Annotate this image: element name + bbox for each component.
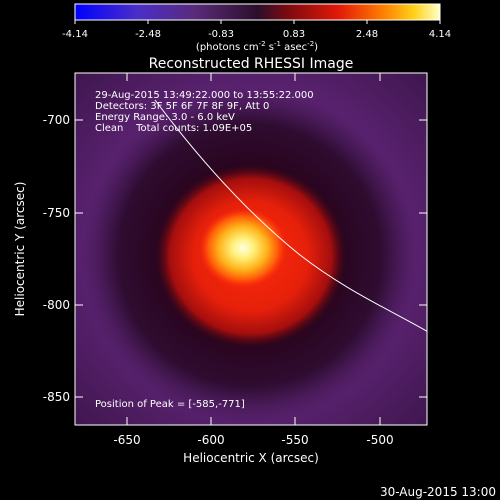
colorbar-tick-label: 4.14: [429, 29, 451, 40]
detectors-text: Detectors: 3F 5F 6F 7F 8F 9F, Att 0: [95, 101, 269, 112]
x-tick-label: -500: [366, 433, 393, 447]
x-tick-label: -650: [113, 433, 140, 447]
y-axis-label: Heliocentric Y (arcsec): [13, 182, 27, 317]
colorbar-tick-marks: [74, 20, 441, 24]
plot-title: Reconstructed RHESSI Image: [149, 56, 354, 72]
axis-tick-marks: [75, 73, 427, 425]
colorbar-gradient: [74, 3, 441, 21]
colorbar-units: (photons cm-2 s-1 asec-2): [196, 40, 318, 53]
colorbar: -4.14 -2.48 -0.83 0.83 2.48 4.14 (photon…: [62, 3, 451, 53]
footer-timestamp: 30-Aug-2015 13:00: [380, 485, 496, 499]
x-tick-label: -550: [281, 433, 308, 447]
plot-frame: [74, 72, 428, 426]
info-annotation: 29-Aug-2015 13:49:22.000 to 13:55:22.000…: [95, 90, 314, 134]
peak-position-text: Position of Peak = [-585,-771]: [95, 399, 245, 410]
y-tick-label: -800: [43, 298, 70, 312]
colorbar-tick-label: -4.14: [62, 29, 88, 40]
colorbar-tick-label: 2.48: [356, 29, 378, 40]
time-range-text: 29-Aug-2015 13:49:22.000 to 13:55:22.000: [95, 90, 314, 101]
peak-source: [199, 208, 287, 288]
x-tick-label: -600: [197, 433, 224, 447]
y-tick-label: -700: [43, 113, 70, 127]
colorbar-tick-label: -0.83: [208, 29, 234, 40]
solar-limb: [154, 99, 427, 332]
x-axis-label: Heliocentric X (arcsec): [183, 451, 319, 465]
colorbar-tick-label: 0.83: [283, 29, 305, 40]
energy-range-text: Energy Range: 3.0 - 6.0 keV: [95, 112, 235, 123]
y-tick-label: -750: [43, 206, 70, 220]
algorithm-counts-text: Clean Total counts: 1.09E+05: [95, 123, 252, 134]
y-tick-label: -850: [43, 390, 70, 404]
image-panel: [75, 73, 427, 425]
colorbar-tick-label: -2.48: [135, 29, 161, 40]
